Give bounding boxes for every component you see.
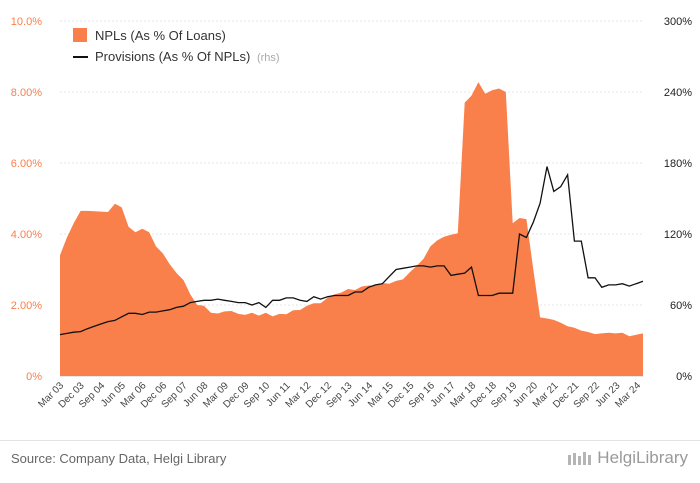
provisions-line-series [59,166,644,336]
right-tick-label: 0% [676,371,692,383]
chart: 0% 2.00% 4.00% 6.00% 8.00% 10.0% 0% 60% 120% 180… [11,16,692,411]
footer-divider [0,440,700,441]
right-tick-label: 180% [664,158,692,170]
legend-swatch-npl [73,28,87,42]
left-tick-label: 0% [26,371,42,383]
legend-label-npl: NPLs (As % Of Loans) [95,28,226,43]
right-tick-label: 120% [664,229,692,241]
legend: NPLs (As % Of Loans) Provisions (As % Of… [73,28,280,64]
legend-label-provisions: Provisions (As % Of NPLs) [95,49,250,64]
left-tick-label: 8.00% [11,87,42,99]
svg-text:Provisions (As % Of NPLs): Provisions (As % Of NPLs) (rhs) [95,49,280,64]
right-tick-label: 240% [664,87,692,99]
legend-label-rhs: (rhs) [257,52,280,64]
right-axis: 0% 60% 120% 180% 240% 300% [664,16,692,383]
left-tick-label: 4.00% [11,229,42,241]
brand-logo[interactable]: HelgiLibrary [567,448,688,468]
left-tick-label: 10.0% [11,16,42,28]
left-tick-label: 6.00% [11,158,42,170]
left-axis: 0% 2.00% 4.00% 6.00% 8.00% 10.0% [11,16,42,383]
right-tick-label: 60% [670,300,692,312]
npl-area-series [60,82,643,376]
right-tick-label: 300% [664,16,692,28]
left-tick-label: 2.00% [11,300,42,312]
library-icon [568,452,592,465]
brand-name: HelgiLibrary [597,448,688,467]
source-note: Source: Company Data, Helgi Library [11,451,227,466]
